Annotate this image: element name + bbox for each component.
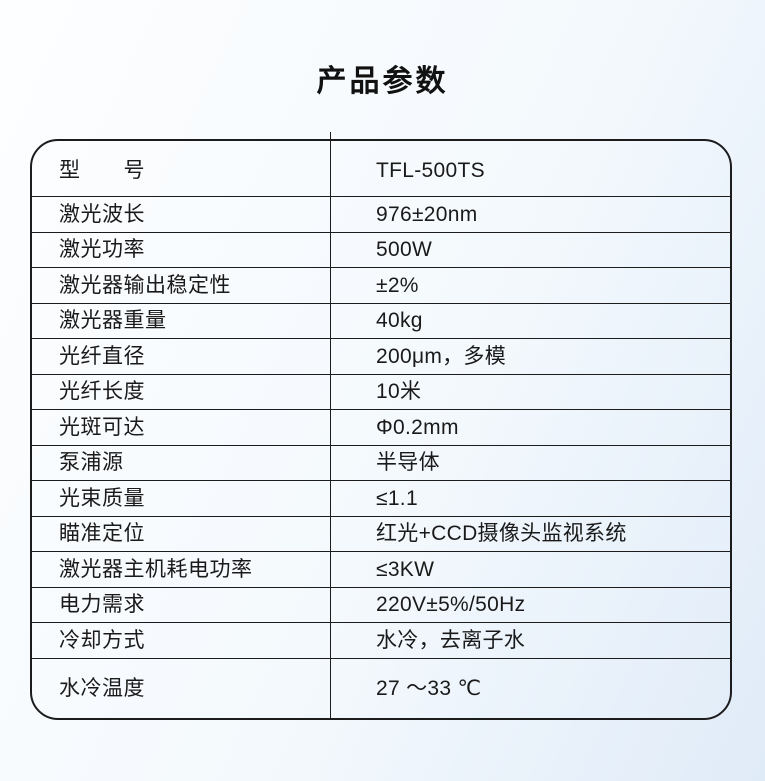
- spec-label: 光斑可达: [59, 415, 145, 439]
- spec-value: ≤1.1: [376, 486, 418, 510]
- spec-value: 半导体: [376, 451, 440, 475]
- spec-label: 冷却方式: [59, 628, 145, 652]
- spec-label: 激光器重量: [59, 309, 167, 333]
- spec-value: TFL-500TS: [376, 159, 485, 183]
- spec-label: 瞄准定位: [59, 522, 145, 546]
- spec-label: 激光器输出稳定性: [59, 273, 231, 297]
- table-row: 光束质量 ≤1.1: [32, 481, 730, 517]
- page-title: 产品参数: [316, 65, 449, 98]
- spec-value: ≤3KW: [376, 557, 435, 581]
- spec-label: 电力需求: [59, 593, 145, 617]
- spec-value: 40kg: [376, 309, 423, 333]
- spec-label: 激光器主机耗电功率: [59, 557, 253, 581]
- spec-value: ±2%: [376, 273, 419, 297]
- spec-value: Φ0.2mm: [376, 415, 459, 439]
- column-divider: [330, 132, 331, 718]
- table-row: 光纤直径 200μm，多模: [32, 339, 730, 375]
- spec-value: 220V±5%/50Hz: [376, 593, 526, 617]
- spec-value: 10米: [376, 380, 422, 404]
- table-row: 激光波长 976±20nm: [32, 197, 730, 233]
- table-row: 激光器重量 40kg: [32, 304, 730, 339]
- table-row: 激光器输出稳定性 ±2%: [32, 268, 730, 304]
- table-row: 泵浦源 半导体: [32, 446, 730, 481]
- spec-label: 激光波长: [59, 202, 145, 226]
- spec-label: 型 号: [59, 159, 145, 183]
- spec-table: 型 号 TFL-500TS 激光波长 976±20nm 激光功率 500W 激光…: [30, 132, 732, 720]
- spec-value: 200μm，多模: [376, 344, 507, 368]
- table-row: 冷却方式 水冷，去离子水: [32, 623, 730, 659]
- spec-value: 红光+CCD摄像头监视系统: [376, 522, 627, 546]
- spec-label: 光纤直径: [59, 344, 145, 368]
- table-row: 电力需求 220V±5%/50Hz: [32, 588, 730, 623]
- spec-label: 泵浦源: [59, 451, 124, 475]
- spec-label: 水冷温度: [59, 676, 145, 700]
- table-row: 光纤长度 10米: [32, 375, 730, 410]
- spec-label: 光纤长度: [59, 380, 145, 404]
- spec-value: 水冷，去离子水: [376, 628, 526, 652]
- spec-value: 976±20nm: [376, 202, 478, 226]
- table-row: 激光功率 500W: [32, 233, 730, 268]
- spec-label: 激光功率: [59, 238, 145, 262]
- spec-value: 27 ～33 ℃: [376, 676, 482, 700]
- table-row: 水冷温度 27 ～33 ℃: [32, 659, 730, 719]
- table-row: 激光器主机耗电功率 ≤3KW: [32, 552, 730, 588]
- spec-value: 500W: [376, 238, 433, 262]
- table-row: 瞄准定位 红光+CCD摄像头监视系统: [32, 517, 730, 552]
- spec-label: 光束质量: [59, 486, 145, 510]
- table-row: 型 号 TFL-500TS: [32, 141, 730, 197]
- table-row: 光斑可达 Φ0.2mm: [32, 410, 730, 446]
